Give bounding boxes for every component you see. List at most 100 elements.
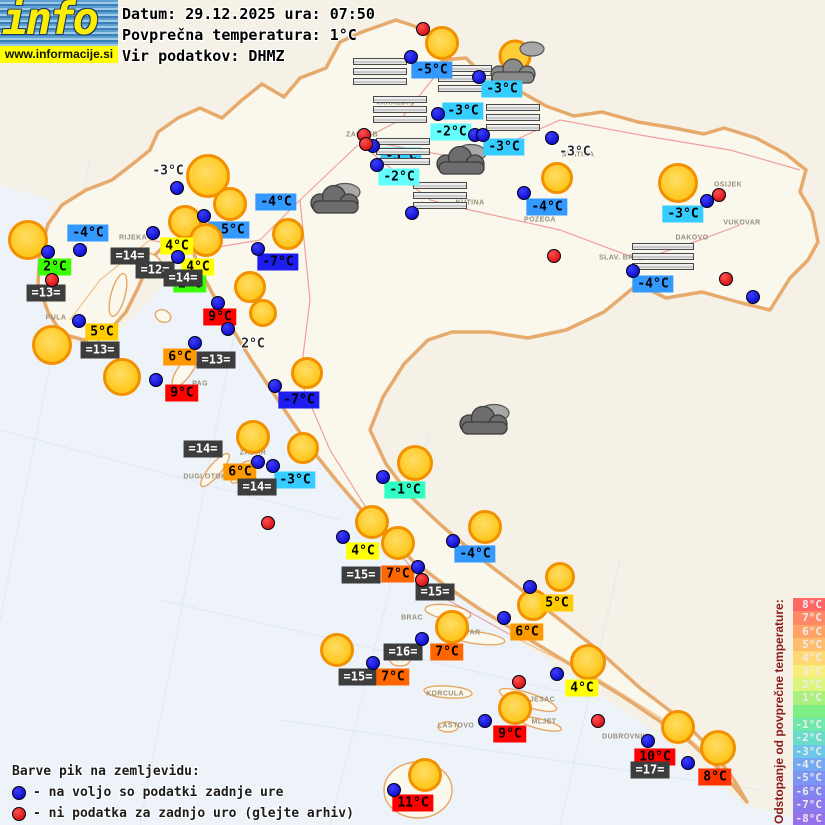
scale-entry: -3°C [793,744,825,759]
station-dot-blue [266,459,280,473]
station-dot-red [712,188,726,202]
station-dot-blue [431,107,445,121]
temperature-badge: -4°C [454,545,496,563]
fog-icon [373,96,427,123]
place-label: HVAR [459,629,481,637]
cloud-icon [431,141,493,183]
sun-icon [320,633,354,667]
sun-icon [103,358,141,396]
temperature-badge: -3°C [483,138,525,156]
station-dot-red [512,675,526,689]
station-dot-blue [446,534,460,548]
temperature-badge: -4°C [526,198,568,216]
sun-icon [287,432,319,464]
sun-icon [189,223,223,257]
scale-entry: 7°C [793,611,825,625]
scale-title: Odstopanje od povprečne temperature: [772,599,786,824]
station-dot-blue [188,336,202,350]
sun-icon [249,299,277,327]
fog-bar [632,253,694,260]
temperature-badge: 4°C [160,237,194,255]
fog-icon [632,243,694,270]
station-dot-blue [472,70,486,84]
station-dot-blue [146,226,160,240]
station-dot-blue [746,290,760,304]
code-badge: =15= [341,566,381,584]
temperature-badge: 2°C [241,336,265,352]
sun-cloud-icon [477,36,547,92]
temperature-badge: -7°C [278,391,320,409]
scale-entry: -7°C [793,798,825,812]
station-dot-blue [211,296,225,310]
sun-icon [213,187,247,221]
legend-item-recent-data: - na voljo so podatki zadnje ure [12,785,354,800]
sun-icon [541,162,573,194]
dot-color-legend: Barve pik na zemljevidu: - na voljo so p… [12,764,354,821]
temperature-badge: -3°C [481,80,523,98]
fog-bar [376,148,430,155]
sun-icon [468,510,502,544]
code-badge: =13= [26,284,66,302]
sun-icon [397,445,433,481]
place-label: SLAV. BROD [598,254,646,262]
place-label: OSIJEK [713,181,743,189]
header-source-line: Vir podatkov: DHMZ [122,47,285,65]
station-dot-blue [497,611,511,625]
temperature-badge: -3°C [274,471,316,489]
station-dot-blue [404,50,418,64]
place-label: POZEGA [524,216,556,224]
station-dot-blue [478,714,492,728]
sun-icon [381,526,415,560]
place-label: MLJET [531,718,557,726]
station-dot-blue [41,245,55,259]
station-dot-red [359,137,373,151]
legend-title: Barve pik na zemljevidu: [12,764,200,779]
temperature-badge: -7°C [257,253,299,271]
station-dot-blue [545,131,559,145]
fog-icon [376,138,430,165]
station-dot-blue [221,322,235,336]
code-badge: =13= [80,341,120,359]
scale-entry: -1°C [793,718,825,732]
code-badge: =14= [183,440,223,458]
scale-entry: 8°C [793,598,825,612]
fog-icon [353,58,407,85]
scale-entry: 4°C [793,651,825,665]
temperature-badge: 8°C [698,768,732,786]
station-dot-blue [376,470,390,484]
station-dot-blue [550,667,564,681]
sun-icon [658,163,698,203]
temperature-badge: -3°C [662,205,704,223]
place-label: PELJESAC [514,696,556,704]
station-dot-blue [517,186,531,200]
temperature-badge: -4°C [67,224,109,242]
fog-bar [413,202,467,209]
code-badge: =16= [383,643,423,661]
header-date-line: Datum: 29.12.2025 ura: 07:50 [122,5,375,23]
sun-icon [425,26,459,60]
fog-bar [373,96,427,103]
station-dot-blue [405,206,419,220]
station-dot-blue [251,455,265,469]
site-logo[interactable]: info www.informacije.si [0,0,118,63]
code-badge: =17= [630,761,670,779]
sun-icon [435,610,469,644]
station-dot-red [416,22,430,36]
station-dot-blue [171,250,185,264]
temperature-badge: 4°C [346,542,380,560]
sun-icon [408,758,442,792]
temperature-badge: 6°C [510,623,544,641]
station-dot-blue [149,373,163,387]
fog-bar [632,243,694,250]
temperature-badge: -2°C [430,123,472,141]
temperature-badge: 9°C [165,384,199,402]
fog-bar [373,116,427,123]
station-dot-red [719,272,733,286]
sun-icon [234,271,266,303]
logo-url[interactable]: www.informacije.si [0,46,118,63]
place-label: RIJEKA [118,234,148,242]
temperature-badge: 9°C [203,308,237,326]
temperature-badge: -2°C [378,168,420,186]
station-dot-blue [681,756,695,770]
